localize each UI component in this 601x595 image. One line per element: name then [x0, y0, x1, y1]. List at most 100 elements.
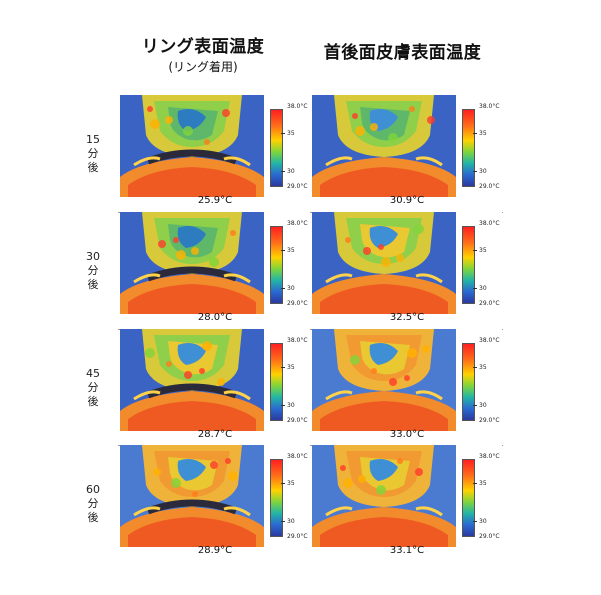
- column-title-skin: 首後面皮膚表面温度: [323, 43, 482, 63]
- color-scale: 38.0°C 35 30 29.0°C: [462, 220, 502, 308]
- scale-max-label: 38.0°C: [287, 103, 308, 110]
- scale-mid-label: 35: [287, 480, 295, 487]
- thermogram: [120, 212, 264, 314]
- temperature-reading: 25.9°C: [197, 195, 233, 206]
- color-scale: 38.0°C 35 30 29.0°C: [462, 453, 502, 541]
- scale-min-label: 29.0°C: [479, 417, 500, 424]
- scale-min-label: 29.0°C: [479, 183, 500, 190]
- column-subtitle-ring: (リング着用): [168, 60, 238, 74]
- scale-max-label: 38.0°C: [287, 453, 308, 460]
- thermal-image-ring: 38.0°C 35 30 29.0°C 28.0°C: [120, 212, 310, 328]
- temperature-reading: 28.9°C: [197, 545, 233, 556]
- scale-low-label: 30: [287, 518, 295, 525]
- scale-tick: [281, 250, 285, 251]
- scale-tick: [281, 405, 285, 406]
- scale-mid-label: 35: [479, 130, 487, 137]
- scale-tick: [281, 367, 285, 368]
- thermal-image-skin: 38.0°C 35 30 29.0°C 33.0°C: [312, 329, 502, 445]
- row-label-part: 60: [86, 483, 100, 496]
- scale-min-label: 29.0°C: [479, 533, 500, 540]
- scale-tick: [281, 483, 285, 484]
- row-label-part: 分: [87, 264, 99, 277]
- scale-tick: [473, 288, 477, 289]
- scale-low-label: 30: [287, 402, 295, 409]
- thermal-image-skin: 38.0°C 35 30 29.0°C 33.1°C: [312, 445, 502, 561]
- thermal-image-ring: 38.0°C 35 30 29.0°C 28.7°C: [120, 329, 310, 445]
- row-label-part: 分: [87, 147, 99, 160]
- scale-mid-label: 35: [479, 247, 487, 254]
- scale-min-label: 29.0°C: [287, 417, 308, 424]
- row-divider: [118, 212, 503, 213]
- row-label-part: 後: [87, 161, 99, 174]
- scale-max-label: 38.0°C: [287, 220, 308, 227]
- row-label-part: 後: [87, 511, 99, 524]
- scale-low-label: 30: [479, 285, 487, 292]
- scale-max-label: 38.0°C: [479, 337, 500, 344]
- color-scale: 38.0°C 35 30 29.0°C: [270, 220, 310, 308]
- row-label-part: 15: [86, 133, 100, 146]
- color-scale: 38.0°C 35 30 29.0°C: [462, 103, 502, 191]
- scale-tick: [281, 133, 285, 134]
- scale-min-label: 29.0°C: [479, 300, 500, 307]
- color-scale: 38.0°C 35 30 29.0°C: [270, 337, 310, 425]
- column-title-ring: リング表面温度: [141, 37, 265, 57]
- color-scale-bar: [462, 109, 475, 187]
- row-divider: [118, 329, 503, 330]
- scale-low-label: 30: [479, 518, 487, 525]
- scale-mid-label: 35: [479, 364, 487, 371]
- row-label-part: 分: [87, 497, 99, 510]
- temperature-reading: 32.5°C: [389, 312, 425, 323]
- scale-tick: [281, 171, 285, 172]
- color-scale: 38.0°C 35 30 29.0°C: [462, 337, 502, 425]
- color-scale-bar: [462, 226, 475, 304]
- scale-tick: [473, 405, 477, 406]
- row-label-part: 分: [87, 381, 99, 394]
- temperature-reading: 33.0°C: [389, 429, 425, 440]
- scale-low-label: 30: [479, 168, 487, 175]
- temperature-reading: 30.9°C: [389, 195, 425, 206]
- thermal-image-ring: 38.0°C 35 30 29.0°C 28.9°C: [120, 445, 310, 561]
- scale-tick: [473, 250, 477, 251]
- scale-max-label: 38.0°C: [479, 220, 500, 227]
- scale-tick: [473, 171, 477, 172]
- thermogram: [120, 445, 264, 547]
- thermal-image-skin: 38.0°C 35 30 29.0°C 32.5°C: [312, 212, 502, 328]
- scale-tick: [281, 521, 285, 522]
- color-scale-bar: [462, 459, 475, 537]
- scale-min-label: 29.0°C: [287, 533, 308, 540]
- row-label-part: 30: [86, 250, 100, 263]
- scale-mid-label: 35: [287, 130, 295, 137]
- scale-max-label: 38.0°C: [287, 337, 308, 344]
- row-label: 45 分後: [83, 367, 103, 409]
- thermal-image-skin: 38.0°C 35 30 29.0°C 30.9°C: [312, 95, 502, 211]
- thermogram: [312, 212, 456, 314]
- scale-min-label: 29.0°C: [287, 183, 308, 190]
- row-label-part: 後: [87, 278, 99, 291]
- row-label: 60 分後: [83, 483, 103, 525]
- row-label-part: 後: [87, 395, 99, 408]
- scale-mid-label: 35: [287, 364, 295, 371]
- scale-max-label: 38.0°C: [479, 103, 500, 110]
- color-scale-bar: [462, 343, 475, 421]
- thermogram: [312, 95, 456, 197]
- color-scale-bar: [270, 459, 283, 537]
- row-divider: [118, 445, 503, 446]
- scale-tick: [473, 521, 477, 522]
- scale-mid-label: 35: [479, 480, 487, 487]
- scale-low-label: 30: [479, 402, 487, 409]
- scale-tick: [473, 367, 477, 368]
- scale-tick: [281, 288, 285, 289]
- thermal-image-ring: 38.0°C 35 30 29.0°C 25.9°C: [120, 95, 310, 211]
- color-scale: 38.0°C 35 30 29.0°C: [270, 453, 310, 541]
- scale-mid-label: 35: [287, 247, 295, 254]
- color-scale-bar: [270, 109, 283, 187]
- row-label-part: 45: [86, 367, 100, 380]
- scale-tick: [473, 483, 477, 484]
- thermogram: [312, 445, 456, 547]
- thermogram: [120, 95, 264, 197]
- scale-low-label: 30: [287, 285, 295, 292]
- thermogram: [120, 329, 264, 431]
- temperature-reading: 28.0°C: [197, 312, 233, 323]
- row-label: 30 分後: [83, 250, 103, 292]
- color-scale-bar: [270, 343, 283, 421]
